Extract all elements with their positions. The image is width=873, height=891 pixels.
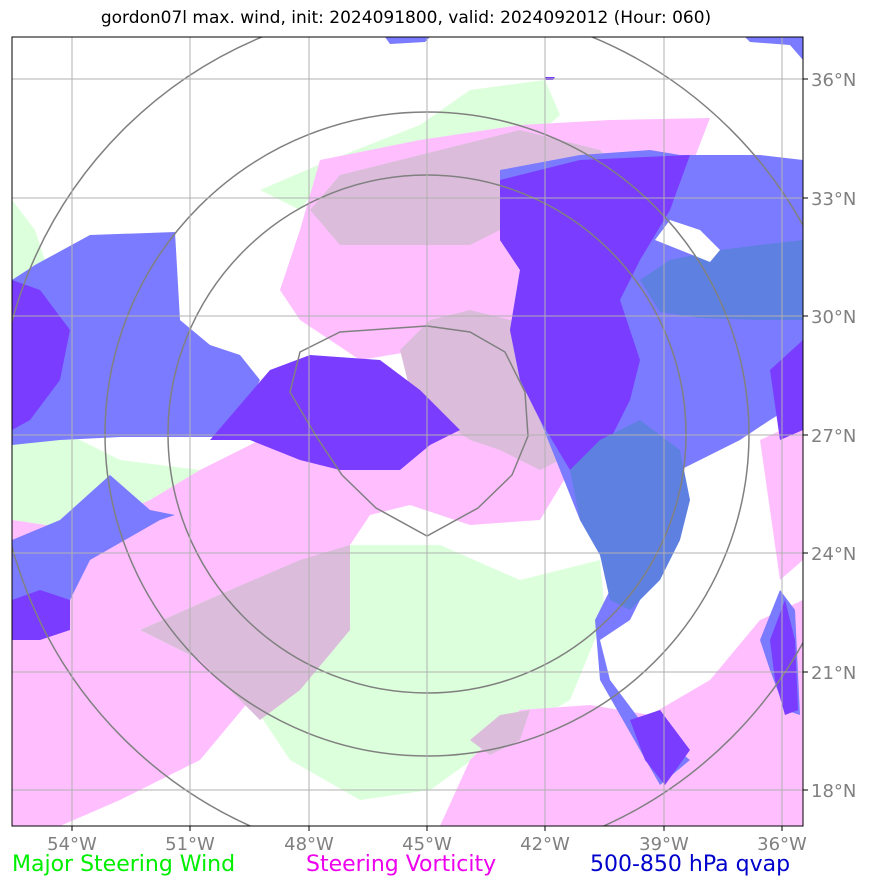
x-tick-label: 48°W	[284, 834, 334, 855]
x-tick-label: 42°W	[520, 834, 570, 855]
x-tick-label: 54°W	[47, 834, 97, 855]
legend-steering-vorticity: Steering Vorticity	[306, 852, 497, 877]
qvap-layer	[12, 37, 803, 785]
x-tick-label: 45°W	[402, 834, 452, 855]
x-tick-labels: 54°W 51°W 48°W 45°W 42°W 39°W 36°W	[47, 834, 807, 855]
x-tick-label: 36°W	[757, 834, 807, 855]
y-tick-label: 36°N	[811, 70, 856, 91]
legend-steering-wind: Major Steering Wind	[12, 852, 236, 877]
y-tick-label: 33°N	[811, 189, 856, 210]
x-tick-label: 39°W	[639, 834, 689, 855]
y-tick-label: 24°N	[811, 544, 856, 565]
y-tick-label: 27°N	[811, 426, 856, 447]
y-tick-labels: 36°N 33°N 30°N 27°N 24°N 21°N 18°N	[811, 70, 856, 802]
field-layers	[12, 37, 803, 826]
tick-marks	[71, 78, 808, 831]
y-tick-label: 21°N	[811, 663, 856, 684]
map-title: gordon07l max. wind, init: 2024091800, v…	[100, 8, 712, 28]
y-tick-label: 30°N	[811, 307, 856, 328]
y-tick-label: 18°N	[811, 781, 856, 802]
plot-frame	[11, 36, 804, 827]
grid-lines	[12, 37, 803, 826]
x-tick-label: 51°W	[165, 834, 215, 855]
legend-qvap: 500-850 hPa qvap	[590, 852, 791, 877]
